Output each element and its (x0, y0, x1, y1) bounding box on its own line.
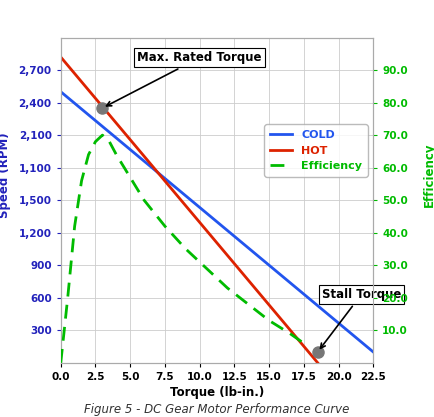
Text: Figure 5 - DC Gear Motor Performance Curve: Figure 5 - DC Gear Motor Performance Cur… (84, 403, 350, 416)
Text: Efficiency: Efficiency (423, 143, 434, 207)
Text: Stall Torque: Stall Torque (320, 288, 401, 348)
Text: Speed (RPM): Speed (RPM) (0, 132, 11, 218)
Text: Max. Rated Torque: Max. Rated Torque (106, 51, 262, 106)
Legend: COLD, HOT, Efficiency: COLD, HOT, Efficiency (264, 124, 368, 177)
X-axis label: Torque (lb-in.): Torque (lb-in.) (170, 386, 264, 399)
